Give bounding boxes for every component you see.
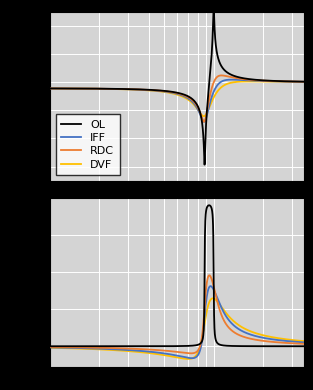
IFF [248, 78, 252, 83]
RDC [302, 80, 305, 84]
RDC [248, 78, 252, 82]
DVF [295, 80, 298, 84]
DVF [61, 86, 65, 91]
OL [212, 4, 216, 8]
RDC [295, 79, 298, 84]
Line: DVF: DVF [50, 82, 304, 116]
DVF [202, 114, 206, 119]
DVF [249, 79, 253, 84]
IFF [295, 80, 298, 84]
IFF [295, 80, 298, 84]
Legend: OL, IFF, RDC, DVF: OL, IFF, RDC, DVF [56, 114, 120, 175]
OL [302, 79, 305, 84]
DVF [165, 90, 168, 95]
OL [295, 79, 298, 84]
DVF [248, 79, 252, 84]
RDC [48, 86, 52, 91]
DVF [172, 91, 175, 96]
IFF [302, 80, 305, 84]
DVF [302, 80, 305, 84]
OL [172, 90, 175, 94]
RDC [295, 79, 298, 84]
RDC [202, 119, 206, 124]
IFF [202, 119, 206, 124]
DVF [295, 80, 298, 84]
Line: IFF: IFF [50, 80, 304, 122]
IFF [48, 86, 52, 91]
Line: OL: OL [50, 6, 304, 165]
RDC [219, 73, 223, 78]
OL [165, 89, 168, 94]
IFF [172, 90, 175, 95]
OL [295, 79, 298, 84]
IFF [230, 77, 234, 82]
Line: RDC: RDC [50, 75, 304, 122]
RDC [172, 90, 175, 95]
DVF [48, 86, 52, 91]
RDC [165, 89, 168, 94]
OL [48, 86, 52, 91]
OL [203, 162, 207, 167]
OL [248, 77, 252, 82]
OL [61, 86, 65, 91]
IFF [165, 89, 168, 94]
IFF [61, 86, 65, 91]
RDC [61, 86, 65, 91]
